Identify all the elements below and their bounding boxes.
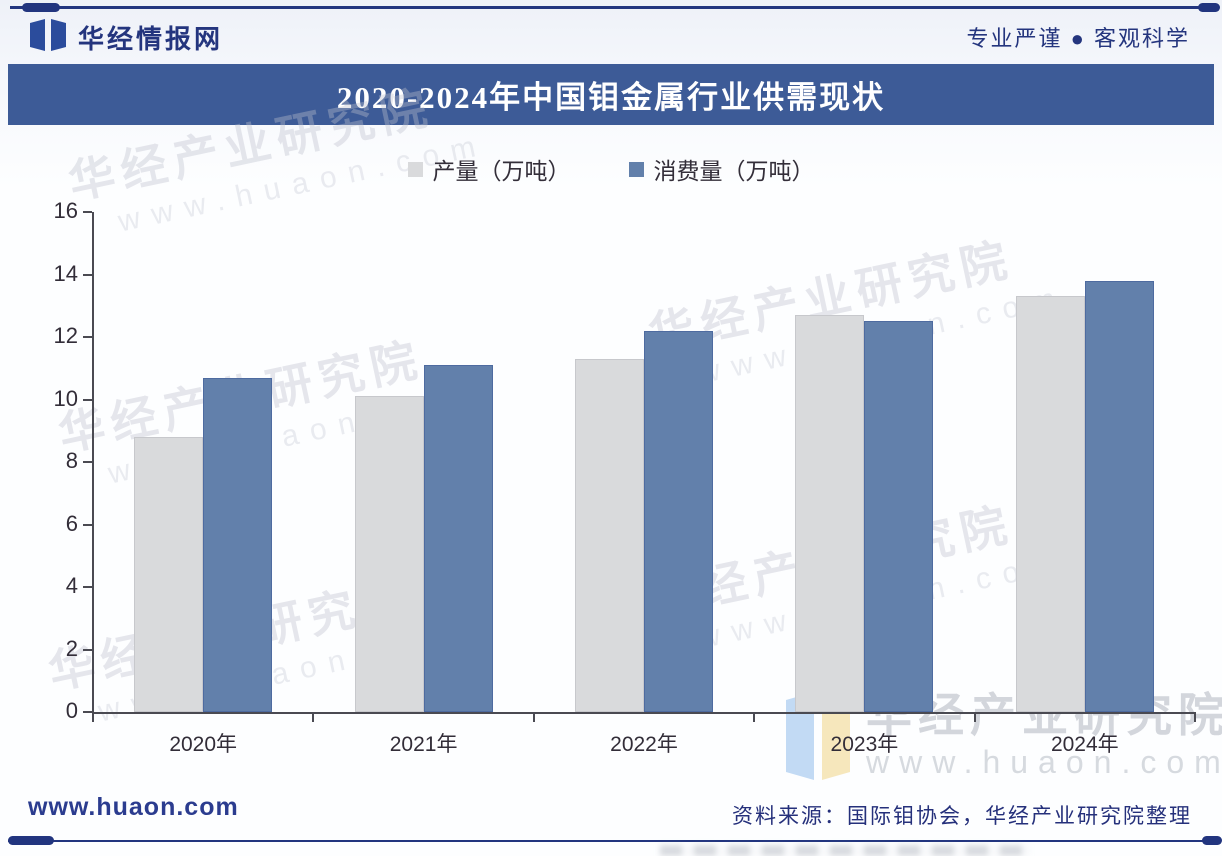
bar-consumption-2023年: [864, 321, 934, 712]
bar-production-2024年: [1015, 296, 1085, 712]
legend-item-production: 产量（万吨）: [407, 152, 571, 186]
chart-legend: 产量（万吨） 消费量（万吨）: [0, 152, 1222, 186]
y-axis-tick-label: 8: [65, 448, 78, 473]
x-axis-tick: [92, 714, 94, 722]
y-axis: [92, 212, 94, 714]
x-axis-tick: [753, 714, 756, 722]
bottom-divider-line: [8, 840, 1214, 842]
y-axis-tick: [83, 523, 92, 526]
y-axis-tick: [83, 711, 92, 713]
top-divider-line: [10, 6, 1212, 9]
bar-consumption-2024年: [1084, 280, 1154, 712]
x-axis-tick: [312, 714, 315, 722]
x-axis-label: 2021年: [389, 733, 458, 756]
y-axis-tick-label: 10: [53, 385, 78, 411]
brand: 华经情报网: [30, 18, 224, 56]
bottom-right-pill-decoration: [1202, 836, 1222, 845]
bottom-left-pill-decoration: [8, 836, 54, 845]
bar-production-2020年: [134, 437, 204, 712]
y-axis-tick: [83, 211, 92, 213]
x-axis: [92, 712, 1196, 714]
top-left-pill-decoration: [22, 3, 60, 12]
data-source-note: 资料来源：国际钼协会，华经产业研究院整理: [732, 805, 1192, 828]
bar-consumption-2021年: [423, 365, 493, 712]
top-right-pill-decoration: [1198, 3, 1220, 12]
open-book-logo-icon: [30, 18, 66, 56]
y-axis-tick-label: 6: [65, 510, 78, 536]
blurred-watermark-strip: [660, 845, 1030, 856]
x-axis-label: 2022年: [610, 733, 678, 756]
y-axis-tick: [83, 398, 92, 401]
bar-production-2021年: [354, 396, 424, 712]
bar-consumption-2022年: [644, 330, 713, 712]
y-axis-tick: [83, 336, 92, 338]
legend-item-consumption: 消费量（万吨）: [628, 152, 815, 186]
y-axis-tick: [83, 461, 92, 463]
y-axis-tick-label: 0: [65, 698, 78, 723]
header: 华经情报网 专业严谨 ● 客观科学: [30, 16, 1190, 58]
x-axis-tick: [532, 714, 535, 722]
x-axis-label: 2024年: [1050, 733, 1119, 756]
legend-swatch-consumption: [628, 161, 644, 177]
x-axis-label: 2023年: [830, 733, 899, 756]
y-axis-tick-label: 14: [53, 260, 78, 286]
y-axis-tick: [83, 273, 92, 276]
legend-label-production: 产量（万吨）: [432, 158, 571, 184]
bar-production-2023年: [795, 315, 865, 712]
bar-consumption-2020年: [203, 377, 273, 712]
x-axis-tick: [973, 714, 976, 722]
y-axis-tick-label: 16: [53, 198, 78, 223]
brand-name: 华经情报网: [78, 23, 224, 54]
y-axis-tick: [83, 586, 92, 588]
x-axis-tick: [1194, 714, 1196, 722]
y-axis-tick-label: 2: [65, 635, 78, 661]
legend-swatch-production: [407, 161, 423, 177]
title-bar: 2020-2024年中国钼金属行业供需现状: [8, 64, 1214, 125]
y-axis-tick-label: 12: [53, 323, 78, 348]
chart-title: 2020-2024年中国钼金属行业供需现状: [336, 80, 886, 115]
y-axis-tick: [83, 648, 92, 651]
x-axis-label: 2020年: [169, 733, 238, 756]
header-tagline: 专业严谨 ● 客观科学: [966, 26, 1190, 51]
footer-website-url: www.huaon.com: [28, 793, 239, 821]
y-axis-tick-label: 4: [65, 573, 78, 598]
bar-production-2022年: [575, 358, 644, 712]
legend-label-consumption: 消费量（万吨）: [653, 158, 815, 184]
